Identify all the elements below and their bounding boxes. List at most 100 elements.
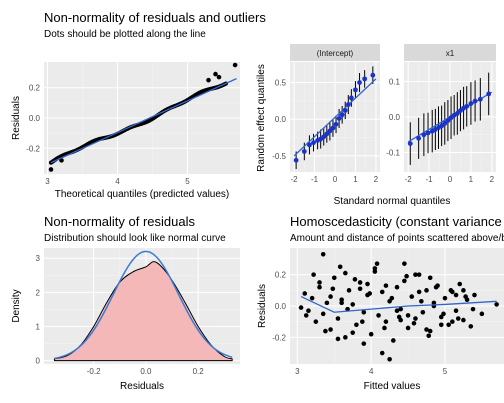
homo-point bbox=[446, 322, 451, 328]
facet-x-tick-label: 2 bbox=[490, 175, 495, 184]
homo-point bbox=[405, 313, 411, 318]
facet-x-tick-label: 1 bbox=[469, 175, 474, 184]
homo-point bbox=[413, 316, 418, 321]
facet-x-tick-label: -1 bbox=[311, 175, 319, 184]
homo-point bbox=[361, 309, 367, 315]
facet-point bbox=[425, 130, 431, 136]
homo-point bbox=[413, 272, 418, 277]
qq-residuals-panel: Non-normality of residuals and outliers … bbox=[11, 10, 266, 200]
homo-point bbox=[416, 289, 422, 295]
homo-point bbox=[328, 327, 333, 332]
density-x-tick-label: 0.2 bbox=[193, 367, 205, 376]
homo-point bbox=[317, 284, 322, 290]
homo-point bbox=[455, 316, 461, 321]
homo-x-tick-label: 3 bbox=[295, 367, 300, 376]
facet-point bbox=[307, 142, 312, 148]
facet-x-tick-label: 0 bbox=[333, 175, 338, 184]
homo-point bbox=[346, 288, 352, 293]
facet-fit-line bbox=[293, 78, 377, 157]
homo-point bbox=[427, 275, 433, 281]
density-y-tick-label: 3 bbox=[36, 254, 41, 263]
homo-point bbox=[409, 294, 415, 299]
facet-point bbox=[293, 157, 299, 163]
homo-point bbox=[424, 288, 429, 293]
facet-point bbox=[486, 91, 492, 97]
random-effects-facets: (Intercept) -0.5 0.0 0.5 -2 -1 0 1 2 x1 -0.1 0.0 0.1… bbox=[272, 44, 496, 184]
qq-x-tick-label: 5 bbox=[185, 177, 190, 186]
facet-point bbox=[333, 121, 339, 127]
homo-point bbox=[383, 283, 389, 288]
qq-point bbox=[48, 167, 54, 172]
homo-y-tick-label: 0.0 bbox=[275, 302, 287, 311]
facet-point bbox=[472, 98, 478, 104]
homo-points bbox=[298, 251, 499, 362]
qq-x-tick-labels: 3 4 5 bbox=[45, 177, 190, 186]
qq-y-axis-label: Residuals bbox=[11, 96, 22, 140]
homo-point bbox=[479, 311, 485, 317]
homo-point bbox=[317, 280, 322, 285]
homo-point bbox=[387, 356, 392, 362]
homo-point bbox=[426, 333, 432, 339]
facet-point bbox=[327, 128, 333, 134]
homo-point bbox=[383, 319, 389, 324]
homo-point bbox=[313, 319, 319, 324]
facet-y-tick-label: -0.1 bbox=[386, 148, 400, 157]
homo-point bbox=[335, 316, 341, 321]
homo-point bbox=[453, 308, 459, 314]
homo-point bbox=[470, 306, 476, 312]
facet-point bbox=[468, 101, 474, 106]
homo-point bbox=[350, 302, 356, 307]
homo-point bbox=[398, 306, 403, 312]
density-x-axis-label: Residuals bbox=[120, 381, 164, 392]
qq-y-tick-labels: -0.2 0.0 0.2 bbox=[26, 84, 40, 154]
homo-point bbox=[320, 311, 326, 317]
facet-0: (Intercept) -0.5 0.0 0.5 -2 -1 0 1 2 bbox=[272, 44, 380, 184]
density-y-axis-label: Density bbox=[11, 289, 22, 322]
qq-point bbox=[216, 74, 222, 80]
facet-strip bbox=[290, 44, 380, 61]
re-y-axis-label: Random effect quantiles bbox=[256, 64, 267, 172]
density-y-tick-labels: 0 1 2 3 bbox=[36, 254, 41, 365]
homo-y-tick-label: 0.2 bbox=[275, 271, 287, 280]
homo-point bbox=[354, 322, 359, 328]
homo-point bbox=[404, 273, 409, 279]
qq-y-tick-label: 0.2 bbox=[29, 84, 41, 93]
homo-point bbox=[453, 292, 459, 298]
homo-point bbox=[320, 251, 326, 257]
facet-y-tick-label: -0.5 bbox=[272, 152, 286, 161]
facet-gridlines bbox=[290, 62, 380, 172]
facet-y-tick-label: 0.0 bbox=[389, 113, 401, 122]
homo-y-tick-label: -0.2 bbox=[272, 333, 286, 342]
re-x-axis-label: Standard normal quantiles bbox=[334, 196, 451, 207]
qq-point bbox=[59, 158, 64, 163]
homo-point bbox=[427, 328, 433, 334]
homo-point bbox=[330, 286, 336, 292]
facet-point bbox=[311, 140, 316, 146]
homo-y-axis-label: Residuals bbox=[257, 284, 268, 328]
homo-point bbox=[368, 331, 374, 337]
facet-point bbox=[445, 118, 451, 123]
random-effects-panel: (Intercept) -0.5 0.0 0.5 -2 -1 0 1 2 x1 -0.1 0.0 0.1… bbox=[256, 44, 496, 207]
homo-point bbox=[382, 325, 387, 331]
homo-point bbox=[457, 281, 463, 287]
density-panel: Non-normality of residuals Distribution … bbox=[11, 214, 240, 392]
facet-point bbox=[353, 87, 358, 93]
homo-point bbox=[379, 289, 385, 295]
homo-point bbox=[416, 272, 422, 277]
facet-point bbox=[477, 96, 483, 102]
density-y-tick-label: 1 bbox=[36, 322, 41, 331]
facet-point bbox=[324, 131, 330, 137]
facet-point bbox=[454, 111, 460, 116]
homo-point bbox=[339, 300, 344, 306]
density-x-tick-label: 0.0 bbox=[140, 367, 152, 376]
homo-point bbox=[389, 295, 395, 301]
homo-point bbox=[391, 338, 396, 343]
qq-subtitle: Dots should be plotted along the line bbox=[44, 29, 206, 40]
homo-point bbox=[337, 264, 343, 270]
facet-x-tick-label: -2 bbox=[405, 175, 413, 184]
homo-point bbox=[335, 336, 341, 342]
homo-x-axis-label: Fitted values bbox=[364, 381, 421, 392]
qq-point bbox=[206, 77, 211, 83]
homo-point bbox=[357, 286, 363, 292]
homo-point bbox=[328, 294, 333, 299]
